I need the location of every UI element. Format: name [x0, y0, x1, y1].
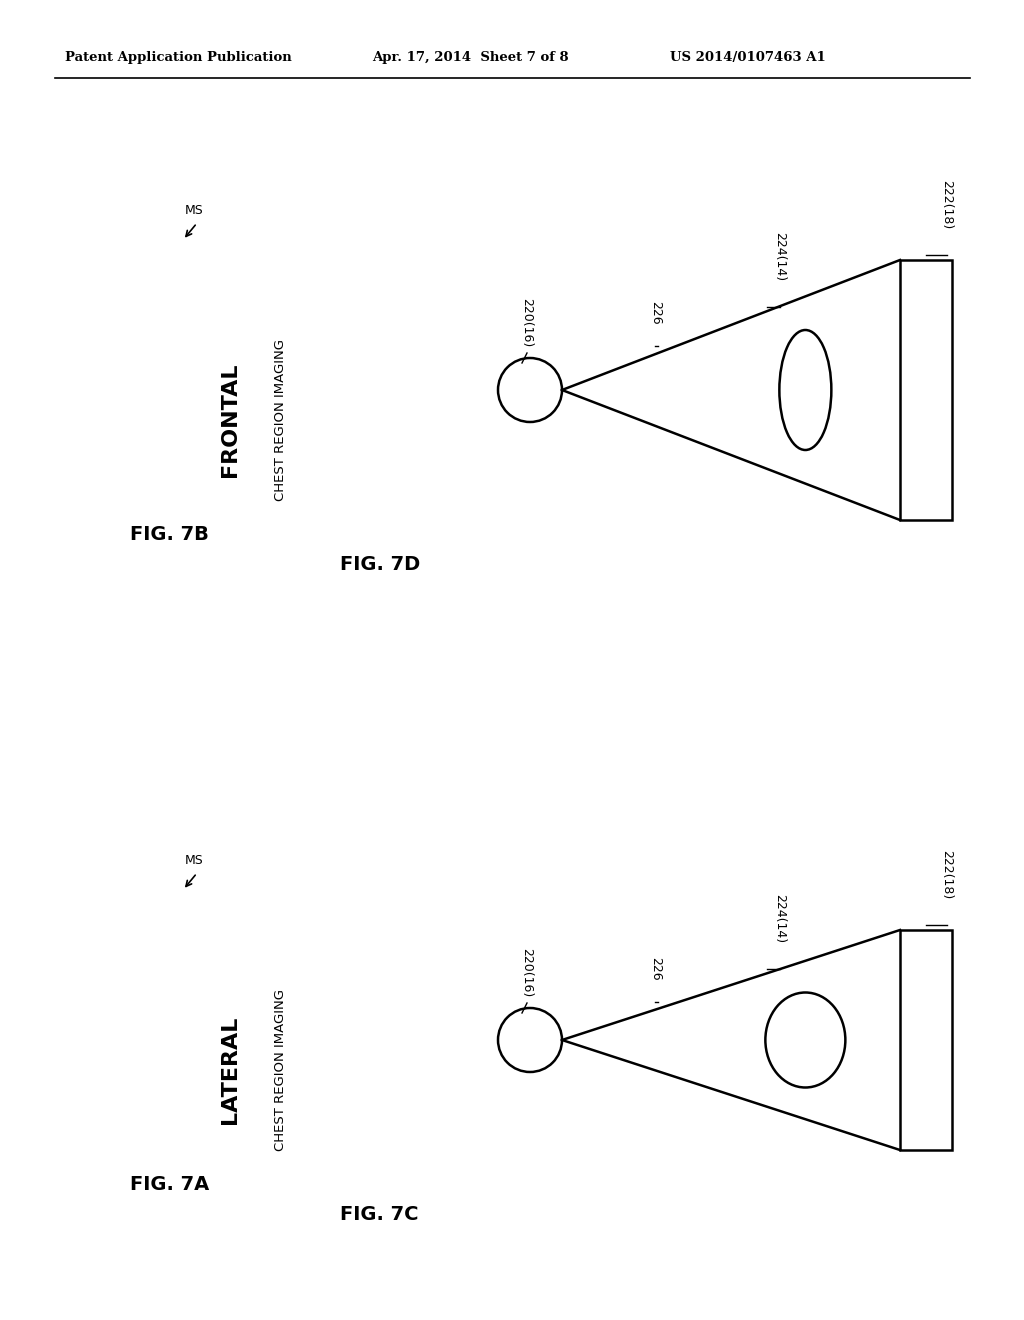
Text: CHEST REGION IMAGING: CHEST REGION IMAGING — [273, 339, 287, 502]
Text: FIG. 7A: FIG. 7A — [130, 1176, 209, 1195]
Bar — [900, 260, 952, 520]
Text: LATERAL: LATERAL — [220, 1016, 240, 1125]
Text: CHEST REGION IMAGING: CHEST REGION IMAGING — [273, 989, 287, 1151]
Text: US 2014/0107463 A1: US 2014/0107463 A1 — [670, 51, 825, 65]
Text: 226: 226 — [649, 957, 662, 981]
Text: MS: MS — [185, 854, 204, 867]
Text: 224(14): 224(14) — [773, 232, 786, 281]
Text: FIG. 7D: FIG. 7D — [340, 556, 420, 574]
Text: 222(18): 222(18) — [940, 850, 953, 899]
Text: Apr. 17, 2014  Sheet 7 of 8: Apr. 17, 2014 Sheet 7 of 8 — [372, 51, 568, 65]
Text: 220(16): 220(16) — [520, 298, 534, 347]
Text: 224(14): 224(14) — [773, 894, 786, 942]
Text: FIG. 7B: FIG. 7B — [130, 525, 209, 544]
Text: FRONTAL: FRONTAL — [220, 363, 240, 478]
Text: FIG. 7C: FIG. 7C — [340, 1205, 419, 1225]
Bar — [900, 931, 952, 1150]
Text: 222(18): 222(18) — [940, 180, 953, 230]
Text: Patent Application Publication: Patent Application Publication — [65, 51, 292, 65]
Text: 220(16): 220(16) — [520, 948, 534, 997]
Text: MS: MS — [185, 205, 204, 216]
Text: 226: 226 — [649, 301, 662, 325]
